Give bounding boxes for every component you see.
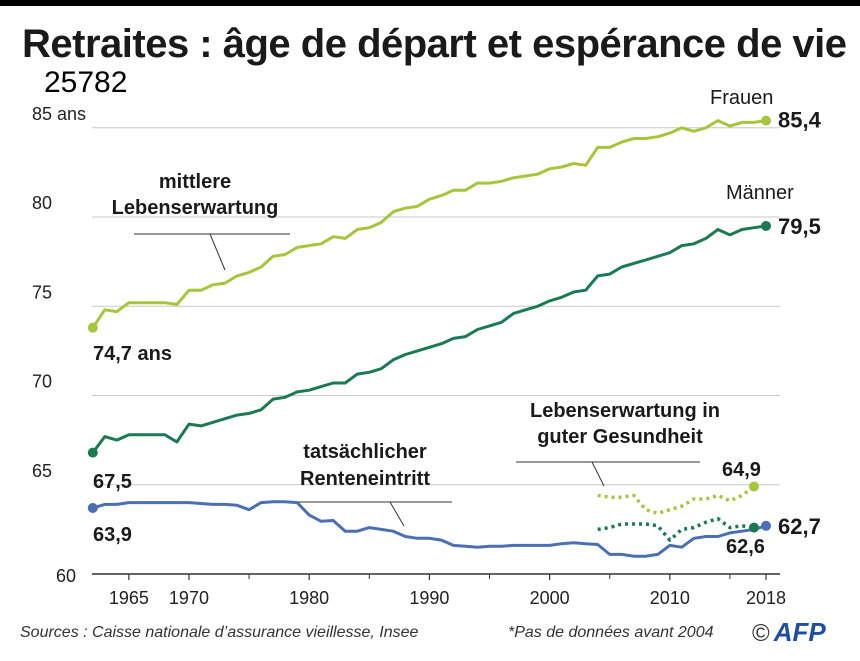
agency-name: AFP [773, 617, 826, 647]
y-tick-label: 65 [32, 461, 52, 481]
annotations: 85,4 79,5 62,7 74,7 ans 67,5 63,9 64,9 62,6 Frau… [93, 87, 822, 558]
end-point [761, 520, 771, 531]
series-lines [87, 115, 771, 558]
annotation-text: Renteneintritt [300, 468, 430, 490]
y-tick-label: 80 [32, 193, 52, 213]
end-value-label: 79,5 [778, 214, 821, 239]
x-tick-label: 1990 [409, 588, 449, 608]
copyright-symbol: © [752, 620, 770, 647]
annotation-text: tatsächlicher [303, 441, 427, 463]
series-name-label: Männer [726, 182, 794, 204]
start-value-label: 67,5 [93, 471, 132, 493]
end-point [748, 522, 759, 533]
dashed-series-line [597, 485, 756, 516]
end-point [761, 115, 771, 126]
end-value-label: 62,7 [778, 514, 821, 539]
top-bar [0, 0, 860, 6]
x-tick-label: 2018 [746, 588, 786, 608]
end-value-label: 85,4 [778, 108, 822, 133]
annotation-leader [591, 461, 605, 487]
end-value-label: 64,9 [722, 459, 761, 481]
x-tick-label: 1965 [109, 588, 149, 608]
y-axis-ticks: 85 ans 80 75 70 65 60 [32, 104, 86, 586]
annotation-text: Lebenserwartung [112, 197, 279, 219]
end-value-label: 62,6 [726, 536, 765, 558]
footer-note: *Pas de données avant 2004 [508, 624, 714, 641]
x-tick-label: 2000 [530, 588, 570, 608]
x-tick-label: 1970 [169, 588, 209, 608]
start-point [87, 447, 98, 458]
y-tick-label: 85 ans [32, 104, 86, 124]
gridlines [92, 127, 780, 486]
y-tick-label: 75 [32, 282, 52, 302]
start-point [87, 322, 98, 333]
annotation-text: mittlere [159, 171, 231, 193]
y-tick-label: 70 [32, 372, 52, 392]
chart-subtitle: 25782 [44, 66, 128, 99]
series-line [92, 500, 767, 558]
start-value-label: 74,7 ans [93, 343, 172, 365]
footer-sources: Sources : Caisse nationale d’assurance v… [20, 624, 419, 641]
annotation-leader [389, 501, 405, 527]
annotation-leader [209, 233, 226, 271]
start-point [87, 502, 98, 513]
series-line [91, 119, 767, 329]
afp-logo: © AFP [752, 617, 826, 648]
annotation-text: Lebenserwartung in [530, 400, 720, 422]
x-tick-label: 2010 [650, 588, 690, 608]
end-point [761, 220, 771, 231]
series-line [91, 224, 767, 454]
chart-title: Retraites : âge de départ et espérance d… [22, 22, 847, 66]
x-tick-label: 1980 [289, 588, 329, 608]
y-tick-label: 60 [56, 566, 76, 586]
annotation-text: guter Gesundheit [537, 426, 703, 448]
series-name-label: Frauen [710, 87, 773, 109]
x-axis: 1965 1970 1980 1990 2000 2010 2018 [92, 573, 786, 608]
start-value-label: 63,9 [93, 524, 132, 546]
end-point [748, 481, 759, 492]
